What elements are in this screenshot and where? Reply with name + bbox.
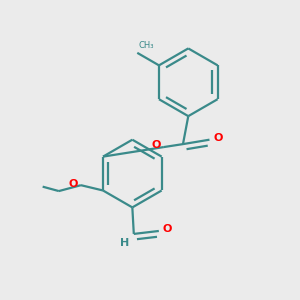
Text: CH₃: CH₃ xyxy=(139,41,154,50)
Text: O: O xyxy=(213,133,223,143)
Text: O: O xyxy=(163,224,172,235)
Text: O: O xyxy=(152,140,161,150)
Text: O: O xyxy=(69,179,78,189)
Text: H: H xyxy=(120,238,130,248)
